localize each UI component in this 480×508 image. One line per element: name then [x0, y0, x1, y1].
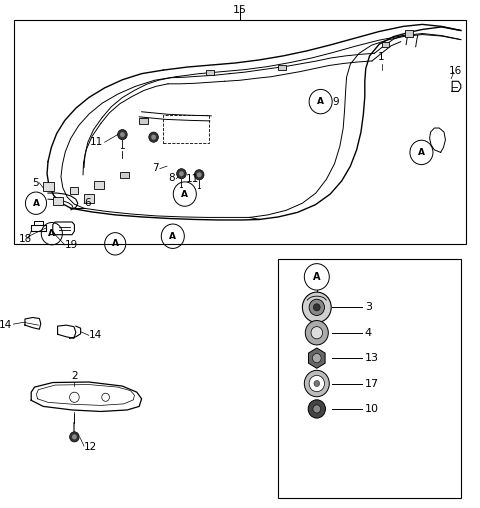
Bar — [206, 70, 214, 75]
Text: A: A — [112, 239, 119, 248]
Circle shape — [197, 172, 202, 177]
Circle shape — [72, 434, 77, 439]
Text: A: A — [418, 148, 425, 157]
Circle shape — [151, 135, 156, 140]
Text: 2: 2 — [71, 371, 78, 381]
Text: 3: 3 — [365, 302, 372, 312]
Circle shape — [120, 132, 125, 137]
Text: 10: 10 — [365, 404, 379, 414]
Text: 12: 12 — [84, 442, 97, 452]
Text: 5: 5 — [32, 178, 38, 188]
Bar — [53, 197, 63, 205]
Circle shape — [313, 405, 321, 413]
Bar — [405, 30, 413, 37]
Text: A: A — [313, 272, 321, 282]
Text: A: A — [181, 189, 188, 199]
Circle shape — [70, 432, 79, 442]
Text: 16: 16 — [449, 66, 462, 76]
Bar — [70, 187, 78, 194]
Text: A: A — [48, 229, 55, 238]
Bar — [94, 181, 104, 189]
Bar — [14, 20, 466, 244]
Bar — [278, 65, 286, 70]
Text: 14: 14 — [0, 320, 12, 330]
Text: 4: 4 — [365, 328, 372, 338]
Text: 1: 1 — [378, 52, 385, 62]
Text: 6: 6 — [84, 198, 91, 208]
Text: 13: 13 — [365, 353, 379, 363]
Bar — [163, 115, 209, 143]
Circle shape — [304, 370, 329, 397]
Circle shape — [314, 380, 320, 387]
Bar — [84, 194, 94, 203]
Circle shape — [194, 170, 204, 180]
Bar — [139, 118, 148, 124]
Text: 11: 11 — [186, 174, 199, 184]
Bar — [382, 42, 389, 47]
Bar — [43, 182, 54, 190]
Bar — [278, 259, 461, 498]
Text: 18: 18 — [19, 234, 33, 244]
Text: 15: 15 — [233, 5, 247, 15]
Text: 19: 19 — [65, 240, 78, 250]
Text: 17: 17 — [365, 378, 379, 389]
Circle shape — [177, 169, 186, 179]
Circle shape — [149, 132, 158, 142]
Text: 7: 7 — [152, 163, 158, 173]
Circle shape — [309, 299, 324, 315]
Polygon shape — [309, 348, 325, 368]
Circle shape — [308, 400, 325, 418]
Text: 9: 9 — [333, 97, 339, 107]
Text: 14: 14 — [89, 330, 102, 340]
Circle shape — [302, 292, 331, 323]
Text: A: A — [317, 97, 324, 106]
Circle shape — [305, 321, 328, 345]
Circle shape — [312, 354, 321, 363]
Text: 11: 11 — [90, 137, 103, 147]
Circle shape — [311, 327, 323, 339]
Circle shape — [309, 375, 324, 392]
Text: 8: 8 — [168, 173, 175, 183]
Text: A: A — [33, 199, 39, 208]
Text: A: A — [169, 232, 176, 241]
Circle shape — [118, 130, 127, 140]
Circle shape — [179, 171, 184, 176]
Circle shape — [313, 304, 320, 311]
Bar — [120, 172, 129, 178]
